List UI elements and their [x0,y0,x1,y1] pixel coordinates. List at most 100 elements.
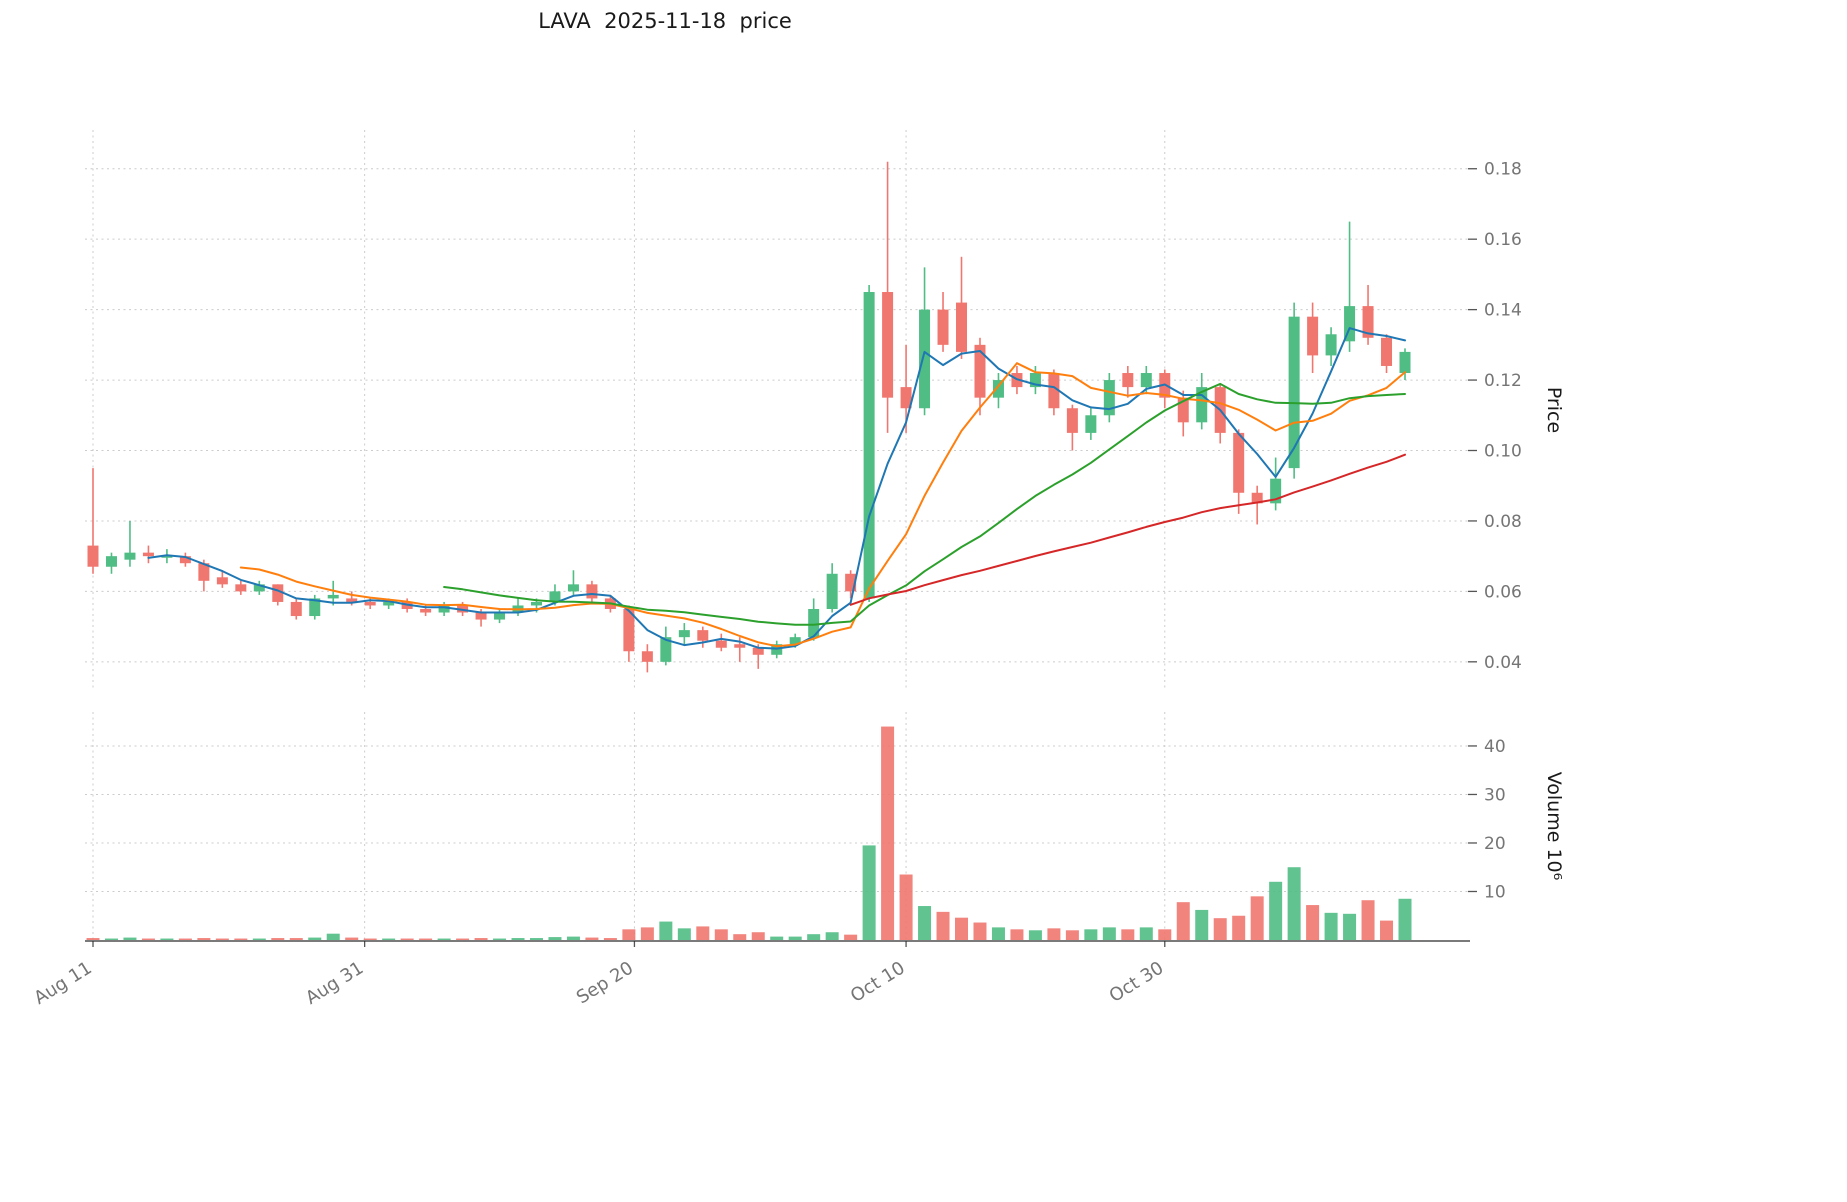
volume-bar [1195,909,1209,940]
volume-bar [363,938,377,940]
candle-body [789,637,801,645]
candle-body [549,591,561,602]
volume-bar [1324,912,1338,940]
volume-bar [178,938,192,940]
candle-body [974,344,986,398]
volume-bar [1158,929,1172,940]
candle-body [346,598,358,602]
volume-bar [86,938,100,940]
volume-bar [696,926,710,940]
volume-bar [1139,927,1153,940]
candle-body [1029,373,1041,388]
candle-body [1140,373,1152,388]
volume-bar [733,934,747,940]
candle-body [863,292,875,599]
candle-body [142,552,154,557]
price-axis-title: Price [1543,387,1565,433]
candle-body [1325,334,1337,356]
candle-body [494,612,506,620]
volume-bar [234,938,248,940]
candle-body [1288,316,1300,469]
candle-body [1307,316,1319,356]
volume-bar [918,906,932,940]
candle-body [1085,415,1097,433]
candle-body [235,584,247,592]
candle-body [1122,373,1134,388]
volume-bar [197,938,211,940]
volume-bar [955,917,969,940]
volume-bar [1121,929,1135,940]
price-tick-label: 0.16 [1484,230,1522,250]
candle-body [882,292,894,398]
volume-bar [456,938,470,940]
volume-bar [899,874,913,940]
volume-bar [308,937,322,940]
candle-body [1048,373,1060,409]
price-tick-label: 0.06 [1484,582,1522,602]
volume-bar [474,938,488,940]
candle-body [253,584,265,592]
volume-bar [1084,929,1098,940]
moving-average-line-ma20 [443,382,1406,626]
volume-bar [160,938,174,940]
candle-body [105,556,117,567]
volume-tick-label: 20 [1484,834,1506,854]
candle-body [919,309,931,409]
volume-bar [1306,905,1320,940]
volume-axis-title: Volume 10⁶ [1543,772,1565,881]
candle-body [420,608,432,613]
candle-body [1103,380,1115,416]
candle-body [216,577,228,585]
price-tick-label: 0.08 [1484,512,1522,532]
candle-body [992,380,1004,398]
candle-body [161,556,173,558]
candle-body [900,387,912,409]
candle-body [1399,351,1411,374]
volume-bar [585,937,599,940]
volume-tick-label: 30 [1484,785,1506,805]
candle-body [124,552,136,560]
candle-body [1270,478,1282,504]
volume-bar [881,726,895,940]
volume-bar [141,938,155,940]
volume-bar [437,938,451,940]
date-tick-label: Oct 10 [847,957,909,1006]
volume-bar [1176,902,1190,940]
moving-average-line-ma4 [147,327,1406,650]
volume-bar [1213,918,1227,940]
volume-bar [104,938,118,940]
volume-bar [511,938,525,940]
candle-body [641,651,653,662]
volume-bar [1028,930,1042,940]
candle-body [808,608,820,638]
candle-body [438,605,450,613]
date-tick-label: Sep 20 [573,957,637,1008]
volume-bar [788,936,802,940]
volume-bar [862,845,876,940]
volume-bar [493,938,507,940]
candle-body [290,601,302,617]
candle-body [956,302,968,352]
volume-bar [326,933,340,940]
volume-bar [807,934,821,940]
candle-body [845,573,857,592]
volume-bar [1010,929,1024,940]
volume-bar [419,938,433,940]
volume-bar [345,937,359,940]
volume-bar [1102,927,1116,940]
volume-tick-label: 40 [1484,737,1506,757]
candle-body [826,573,838,609]
date-tick-label: Oct 30 [1106,957,1168,1006]
volume-bar [215,938,229,940]
candle-body [660,637,672,662]
volume-bar [529,938,543,940]
volume-bar [289,938,303,940]
candle-body [327,594,339,599]
volume-bar [271,938,285,940]
candle-body [1251,492,1263,504]
candle-body [734,644,746,648]
candle-body [1362,306,1374,338]
candle-body [1233,432,1245,493]
